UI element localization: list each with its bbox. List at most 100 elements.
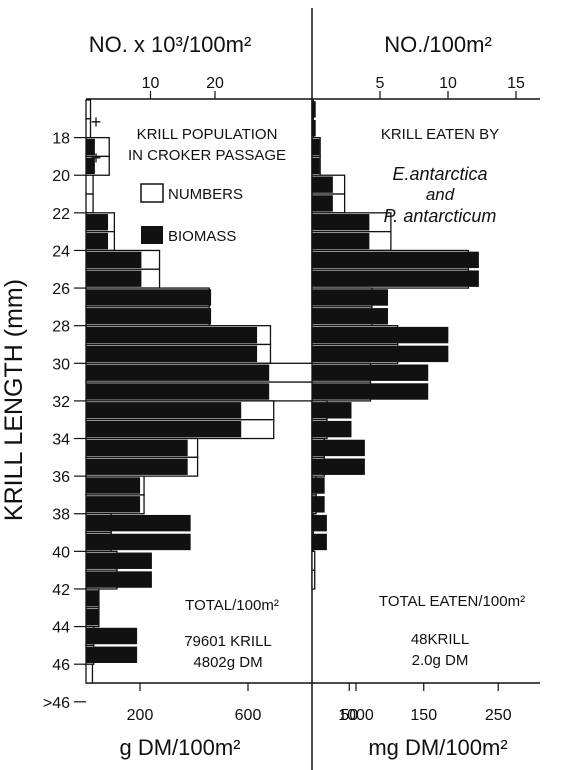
right-biomass-bar: [312, 233, 369, 249]
y-tick-label: 36: [52, 469, 70, 486]
right-top-axis-label: NO./100m²: [384, 32, 492, 57]
left-top-axis-label: NO. x 10³/100m²: [89, 32, 252, 57]
right-bottom-axis-label: mg DM/100m²: [368, 735, 507, 760]
y-tick-label: 28: [52, 319, 70, 336]
left-biomass-bar: [86, 364, 269, 380]
left-biomass-bar: [86, 590, 99, 606]
left-biomass-bar: [86, 421, 241, 437]
right-biomass-bar: [312, 289, 388, 305]
left-top-axis-tick-label: 20: [206, 75, 224, 92]
legend-biomass-label: BIOMASS: [168, 228, 236, 245]
plus-annotation: +: [91, 112, 102, 132]
left-biomass-bar: [86, 270, 141, 286]
left-title-line-2: IN CROKER PASSAGE: [128, 147, 286, 164]
right-top-axis-tick-label: 15: [507, 75, 525, 92]
right-biomass-bar: [312, 139, 319, 155]
left-biomass-bar: [86, 308, 211, 324]
left-biomass-bar: [86, 628, 137, 644]
right-biomass-bar: [312, 515, 327, 531]
y-axis-label: KRILL LENGTH (mm): [0, 279, 28, 521]
right-biomass-bar: [312, 252, 479, 268]
left-total-krill: 79601 KRILL: [184, 633, 272, 650]
species-name-2: P. antarcticum: [384, 206, 497, 226]
left-total-dm: 4802g DM: [193, 654, 262, 671]
left-biomass-bar: [86, 233, 108, 249]
species-name-1: E.antarctica: [392, 164, 487, 184]
y-tick-label: 34: [52, 432, 70, 449]
left-biomass-bar: [86, 440, 188, 456]
left-bottom-axis-label: g DM/100m²: [119, 735, 240, 760]
left-title-line-1: KRILL POPULATION: [137, 126, 278, 143]
left-biomass-bar: [86, 515, 191, 531]
right-biomass-bar: [312, 534, 327, 550]
left-biomass-bar: [86, 402, 241, 418]
right-biomass-bar: [312, 176, 333, 192]
right-biomass-bar: [312, 383, 428, 399]
left-bottom-axis-tick-label: 600: [235, 707, 262, 724]
left-bottom-axis-tick-label: 200: [127, 707, 154, 724]
y-tick-label: 26: [52, 281, 70, 298]
right-biomass-bar: [312, 120, 316, 136]
right-biomass-bar: [312, 477, 325, 493]
right-total-krill: 48KRILL: [411, 631, 469, 648]
right-biomass-bar: [312, 402, 351, 418]
right-top-axis-tick-label: 5: [376, 75, 385, 92]
y-tick-label: 42: [52, 582, 70, 599]
left-top-axis-tick-label: 10: [142, 75, 160, 92]
right-title-line-1: KRILL EATEN BY: [381, 126, 499, 143]
right-biomass-bar: [312, 346, 448, 362]
y-tick-label: 32: [52, 394, 70, 411]
y-tick-label: 46: [52, 657, 70, 674]
left-numbers-bar: [86, 664, 92, 683]
y-tick-label: 22: [52, 206, 70, 223]
y-tick-label: 44: [52, 620, 70, 637]
right-top-axis-tick-label: 10: [439, 75, 457, 92]
right-biomass-bar: [312, 270, 479, 286]
right-biomass-bar: [312, 496, 325, 512]
right-biomass-bar: [312, 308, 388, 324]
plus-annotation: +: [91, 148, 102, 168]
left-biomass-bar: [86, 346, 257, 362]
left-biomass-bar: [86, 252, 141, 268]
right-numbers-bar: [312, 570, 315, 589]
right-biomass-bar: [312, 214, 369, 230]
right-biomass-bar: [312, 158, 319, 174]
left-biomass-bar: [86, 459, 188, 475]
right-biomass-bar: [312, 440, 365, 456]
left-biomass-bar: [86, 289, 211, 305]
right-total-label: TOTAL EATEN/100m²: [379, 593, 525, 610]
left-biomass-bar: [86, 327, 257, 343]
species-and: and: [426, 185, 455, 204]
right-biomass-bar: [312, 421, 351, 437]
left-biomass-bar: [86, 647, 137, 663]
left-biomass-bar: [86, 214, 108, 230]
left-biomass-bar: [86, 609, 99, 625]
right-bottom-axis-tick-label: 250: [485, 707, 512, 724]
right-bottom-axis-tick-label: 150: [410, 707, 437, 724]
right-biomass-bar: [312, 327, 448, 343]
left-biomass-bar: [86, 534, 191, 550]
legend-numbers-label: NUMBERS: [168, 186, 243, 203]
y-tick-label: 24: [52, 243, 70, 260]
left-biomass-bar: [86, 383, 269, 399]
right-numbers-bar: [312, 551, 315, 570]
legend-biomass-swatch: [141, 226, 163, 244]
y-tick-label: 30: [52, 356, 70, 373]
y-tick-labels: 18 20 22 24 26 28 30 32 34 36 38 40 42 44 46 >46: [43, 131, 86, 712]
right-biomass-bar: [312, 364, 428, 380]
y-tick-label: 38: [52, 507, 70, 524]
left-numbers-bar: [86, 194, 93, 213]
right-bottom-axis-tick-label: 50: [340, 707, 358, 724]
left-biomass-bar: [86, 571, 152, 587]
right-biomass-bar: [312, 459, 365, 475]
left-biomass-bar: [86, 477, 140, 493]
y-tick-label: 18: [52, 131, 70, 148]
right-biomass-bar: [312, 195, 333, 211]
right-biomass-bar: [312, 101, 316, 117]
left-biomass-bar: [86, 496, 140, 512]
legend-numbers-swatch: [141, 184, 163, 202]
y-tick-label: >46: [43, 695, 70, 712]
right-total-dm: 2.0g DM: [412, 652, 469, 669]
y-tick-label: 20: [52, 168, 70, 185]
